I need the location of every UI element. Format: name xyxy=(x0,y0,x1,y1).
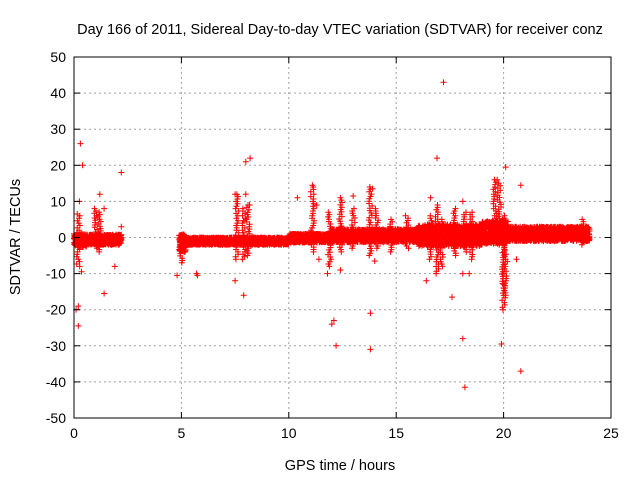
data-points xyxy=(71,79,593,391)
band-point xyxy=(118,236,125,243)
band-point xyxy=(182,247,189,253)
